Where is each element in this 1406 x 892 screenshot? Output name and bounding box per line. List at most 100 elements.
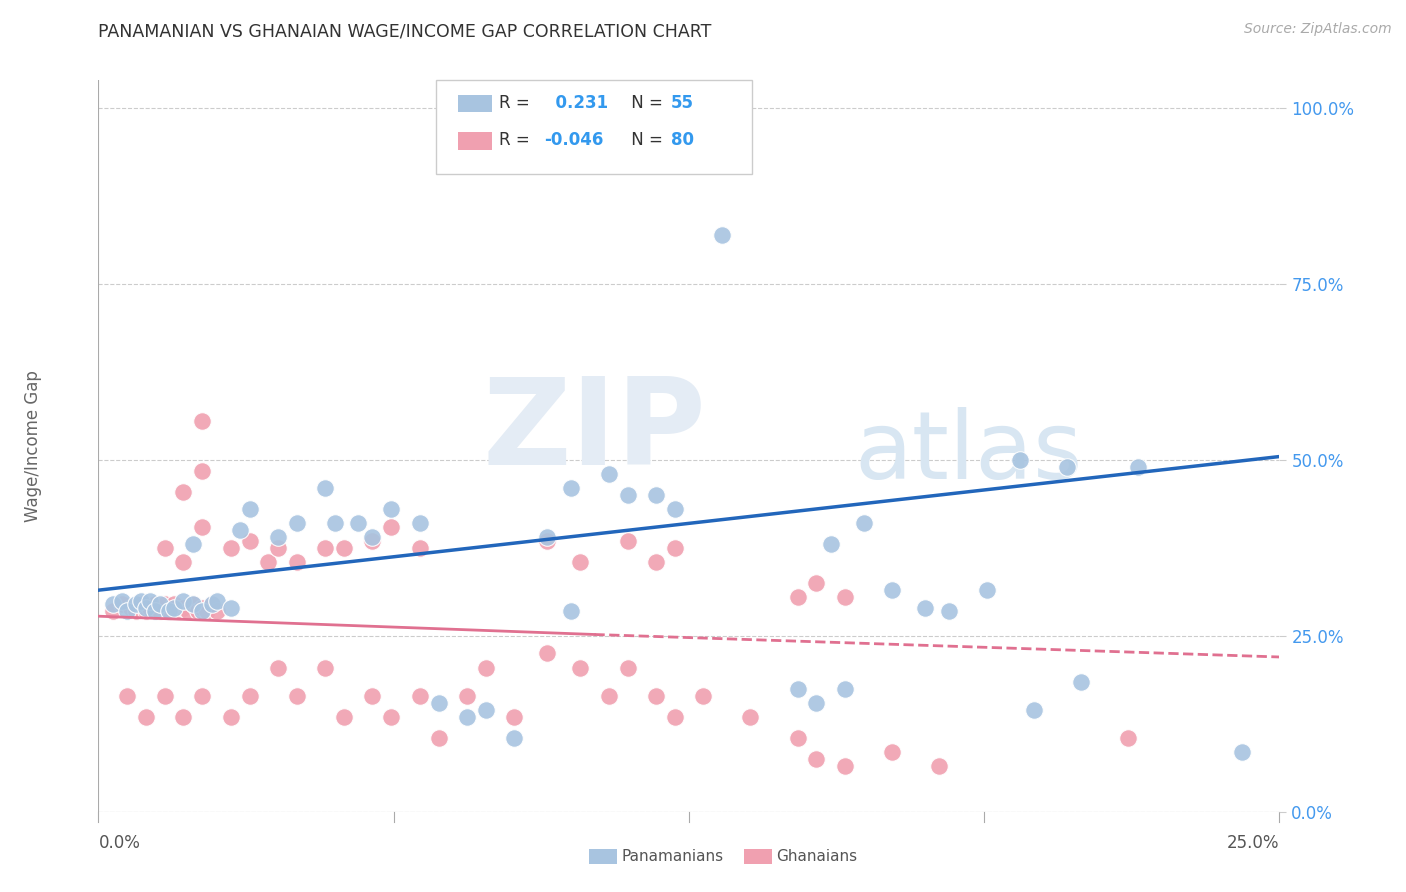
Point (1070, 674, 1092, 689)
Text: Source: ZipAtlas.com: Source: ZipAtlas.com (1244, 22, 1392, 37)
Point (333, 710, 356, 724)
Point (201, 597, 224, 611)
Point (456, 689, 478, 703)
Point (314, 660, 336, 674)
Text: 0.231: 0.231 (544, 94, 609, 112)
Point (191, 600, 214, 615)
Point (135, 710, 157, 724)
Point (149, 597, 172, 611)
Point (139, 600, 162, 615)
Point (1116, 731, 1139, 745)
Point (177, 604, 200, 618)
Point (536, 530, 558, 544)
Point (786, 731, 808, 745)
Point (834, 591, 856, 605)
Text: 0.0%: 0.0% (98, 834, 141, 852)
Point (1230, 745, 1253, 759)
Point (1056, 460, 1078, 475)
Point (928, 759, 950, 773)
Text: N =: N = (626, 94, 668, 112)
Point (181, 537, 204, 551)
Point (806, 752, 828, 766)
Point (834, 681, 856, 696)
Point (820, 537, 842, 551)
Point (195, 604, 218, 618)
Point (172, 710, 194, 724)
Point (163, 597, 186, 611)
Point (125, 597, 148, 611)
Point (239, 533, 262, 548)
Point (181, 597, 204, 611)
Point (239, 502, 262, 516)
Text: Wage/Income Gap: Wage/Income Gap (24, 370, 42, 522)
Point (616, 660, 638, 674)
Point (333, 541, 356, 555)
Point (880, 583, 903, 598)
Point (644, 555, 666, 569)
Point (664, 710, 686, 724)
Point (143, 597, 166, 611)
Point (153, 689, 176, 703)
Point (711, 227, 734, 242)
Point (536, 533, 558, 548)
Point (938, 604, 960, 618)
Point (205, 604, 228, 618)
Text: PANAMANIAN VS GHANAIAN WAGE/INCOME GAP CORRELATION CHART: PANAMANIAN VS GHANAIAN WAGE/INCOME GAP C… (98, 22, 711, 40)
Point (139, 593, 162, 607)
Point (239, 689, 262, 703)
Point (153, 597, 176, 611)
Point (314, 481, 336, 495)
Point (408, 541, 430, 555)
Point (834, 759, 856, 773)
Point (560, 481, 582, 495)
Point (692, 689, 714, 703)
Point (191, 604, 214, 618)
Point (125, 604, 148, 618)
Point (181, 597, 204, 611)
Point (129, 593, 152, 607)
Point (267, 530, 290, 544)
Point (347, 516, 370, 531)
Point (219, 600, 242, 615)
Point (560, 604, 582, 618)
Point (569, 660, 592, 674)
Point (285, 689, 308, 703)
Point (361, 530, 384, 544)
Point (806, 696, 828, 710)
Point (598, 467, 620, 482)
Point (172, 593, 194, 607)
Text: R =: R = (499, 131, 536, 149)
Point (380, 710, 402, 724)
Point (644, 689, 666, 703)
Point (219, 541, 242, 555)
Point (267, 541, 290, 555)
Point (111, 597, 134, 611)
Text: atlas: atlas (855, 408, 1083, 500)
Point (976, 583, 998, 598)
Point (135, 600, 157, 615)
Point (201, 597, 224, 611)
Text: ZIP: ZIP (482, 373, 706, 490)
Point (267, 660, 290, 674)
Point (1126, 460, 1149, 475)
Point (219, 710, 242, 724)
Text: 80: 80 (671, 131, 693, 149)
Point (172, 600, 194, 615)
Point (257, 555, 280, 569)
Text: 25.0%: 25.0% (1227, 834, 1279, 852)
Point (129, 597, 152, 611)
Point (115, 604, 138, 618)
Point (408, 689, 430, 703)
Point (740, 710, 762, 724)
Point (149, 604, 172, 618)
Point (157, 604, 180, 618)
Point (361, 533, 384, 548)
Point (475, 703, 498, 717)
Point (1008, 453, 1031, 467)
Point (1022, 703, 1045, 717)
Text: Ghanaians: Ghanaians (776, 849, 858, 863)
Point (598, 689, 620, 703)
Text: N =: N = (626, 131, 668, 149)
Point (135, 604, 157, 618)
Point (163, 600, 186, 615)
